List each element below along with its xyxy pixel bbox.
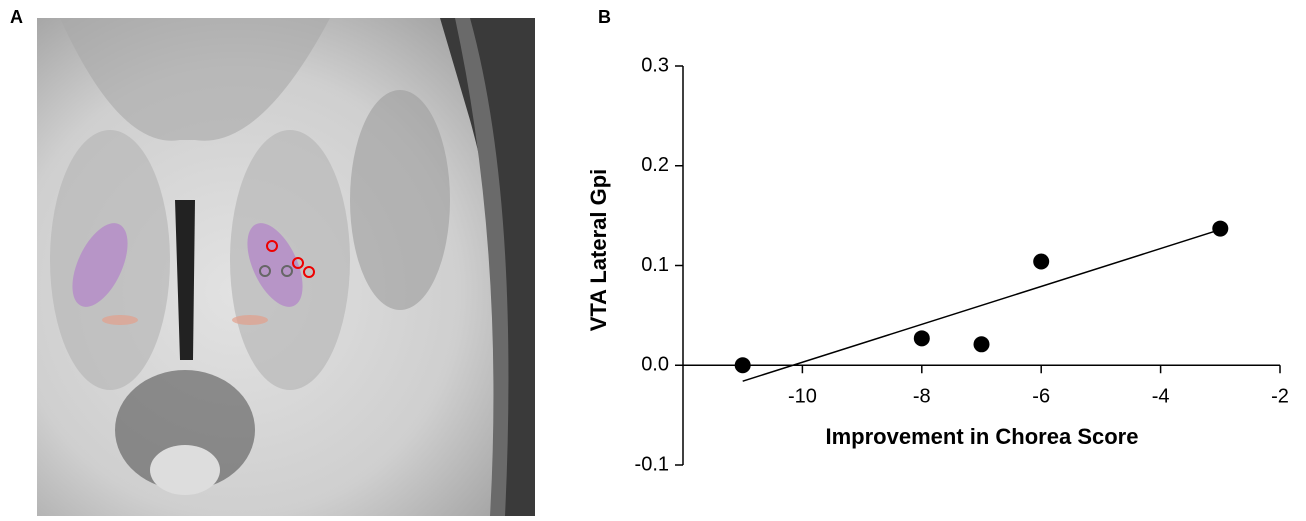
- x-tick-label: -4: [1152, 386, 1170, 408]
- panel-label: A: [10, 7, 23, 27]
- scatter-plot: -0.1 0.0 0.1 0.2 0.3 -10 -8 -6 -4 -2 Improvement i…: [586, 54, 1289, 475]
- data-point: [914, 330, 930, 346]
- brain-image: [37, 18, 535, 516]
- y-tick-label: 0.0: [641, 354, 669, 376]
- data-point: [1212, 221, 1228, 237]
- fit-line: [743, 230, 1221, 382]
- data-point: [1033, 254, 1049, 270]
- y-tick-label: 0.2: [641, 154, 669, 176]
- x-tick-label: -8: [913, 386, 931, 408]
- y-tick-label: 0.3: [641, 54, 669, 76]
- x-tick-label: -6: [1032, 386, 1050, 408]
- data-point: [974, 336, 990, 352]
- y-tick-label: -0.1: [635, 453, 669, 475]
- y-tick-label: 0.1: [641, 254, 669, 276]
- x-axis-label: Improvement in Chorea Score: [826, 424, 1139, 449]
- x-tick-label: -10: [788, 386, 817, 408]
- y-axis-label: VTA Lateral Gpi: [586, 169, 611, 332]
- panel-label: B: [598, 7, 611, 27]
- data-point: [735, 357, 751, 373]
- x-tick-label: -2: [1271, 386, 1289, 408]
- page: A B -0.1 0.0 0.1 0.2 0.3 -10 -8 -6 -4 -2 Improveme…: [0, 0, 1306, 521]
- figure: A B -0.1 0.0 0.1 0.2 0.3 -10 -8 -6 -4 -2 Improveme…: [0, 0, 1306, 516]
